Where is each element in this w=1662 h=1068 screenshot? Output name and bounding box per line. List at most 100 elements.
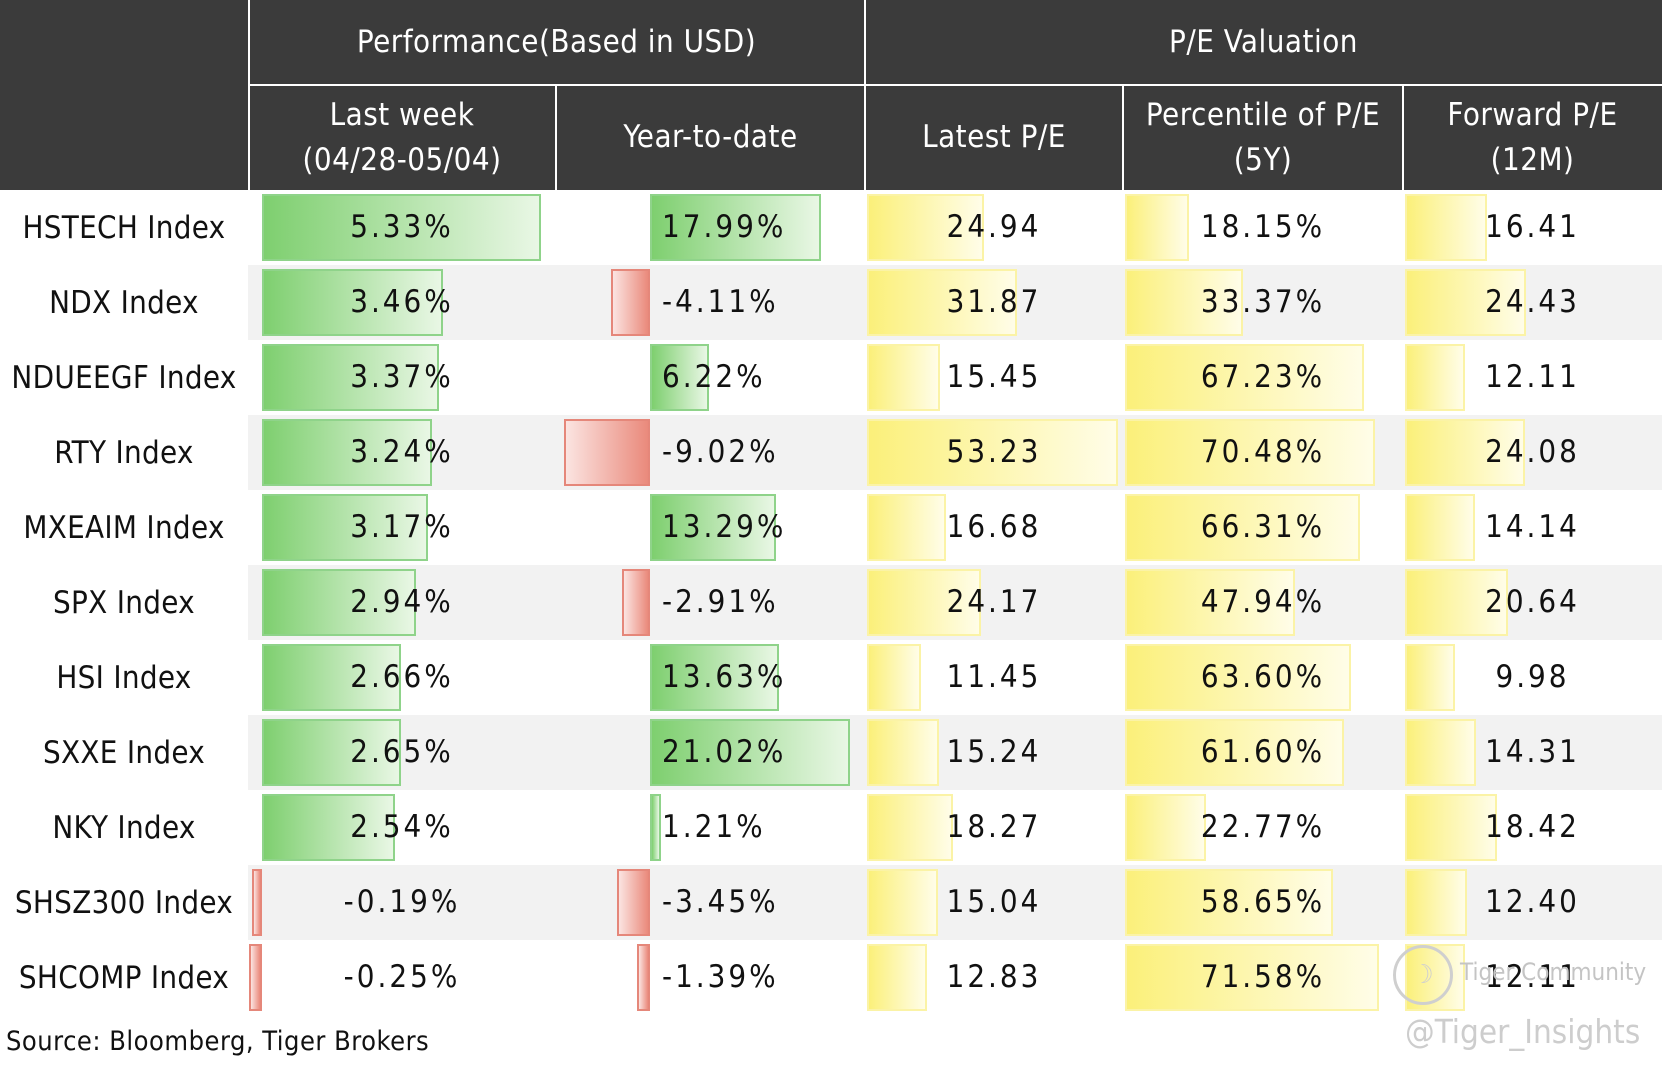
- row-index-name: SPX Index: [0, 565, 248, 640]
- ytd-value: -4.11%: [662, 284, 779, 320]
- row-index-name: NDX Index: [0, 265, 248, 340]
- row-index-name: MXEAIM Index: [23, 509, 225, 546]
- forward-pe-value: 9.98: [1495, 659, 1570, 695]
- last-week-bar: [262, 344, 439, 411]
- forward-pe-bar: [1405, 269, 1527, 336]
- last-week-value: 2.66%: [350, 659, 454, 695]
- latest-pe-bar: [867, 419, 1118, 486]
- latest-pe-bar: [867, 269, 1018, 336]
- watermark-community: Tiger Community: [1460, 958, 1647, 986]
- header-corner: [0, 0, 248, 190]
- ytd-value: 6.22%: [662, 359, 766, 395]
- latest-pe-bar: [867, 794, 954, 861]
- percentile-bar: [1125, 794, 1206, 861]
- table-row: NKY Index 2.54% 1.21% 18.27 22.77% 18.42: [0, 790, 1662, 865]
- ytd-value: 17.99%: [662, 209, 787, 245]
- last-week-bar: [262, 569, 417, 636]
- table-row: SHCOMP Index -0.25% -1.39% 12.83 71.58% 12.11: [0, 940, 1662, 1015]
- header-divider: [248, 0, 250, 190]
- row-index-name: NKY Index: [52, 809, 196, 846]
- percentile-value: 61.60%: [1200, 734, 1326, 770]
- header-divider: [864, 0, 866, 190]
- forward-pe-bar: [1405, 344, 1466, 411]
- percentile-bar: [1125, 869, 1334, 936]
- percentile-bar: [1125, 269, 1244, 336]
- ytd-bar: [636, 944, 650, 1011]
- header-forward-pe-period: (12M): [1490, 141, 1575, 178]
- ytd-value: -2.91%: [662, 584, 779, 620]
- latest-pe-value: 31.87: [946, 284, 1042, 320]
- table-row: SXXE Index 2.65% 21.02% 15.24 61.60% 14.31: [0, 715, 1662, 790]
- header-percentile: Percentile of P/E (5Y): [1123, 85, 1403, 190]
- row-index-name: HSI Index: [56, 659, 192, 696]
- ytd-bar: [564, 419, 650, 486]
- forward-pe-value: 24.43: [1485, 284, 1580, 320]
- forward-pe-value: 20.64: [1485, 584, 1580, 620]
- percentile-value: 33.37%: [1200, 284, 1326, 320]
- ytd-bar: [650, 494, 777, 561]
- latest-pe-bar: [867, 719, 939, 786]
- forward-pe-value: 14.31: [1485, 734, 1580, 770]
- percentile-value: 66.31%: [1200, 509, 1326, 545]
- last-week-bar: [248, 944, 262, 1011]
- last-week-value: 3.37%: [350, 359, 454, 395]
- last-week-value: 2.54%: [350, 809, 454, 845]
- table-row: HSI Index 2.66% 13.63% 11.45 63.60% 9.98: [0, 640, 1662, 715]
- row-index-name: NDUEEGF Index: [11, 359, 237, 396]
- header-forward-pe-label: Forward P/E: [1447, 96, 1618, 133]
- row-index-name: SXXE Index: [0, 715, 248, 790]
- latest-pe-bar: [867, 569, 981, 636]
- row-index-name: RTY Index: [0, 415, 248, 490]
- header-group-performance: Performance(Based in USD): [248, 0, 865, 85]
- ytd-value: 1.21%: [662, 809, 766, 845]
- ytd-bar: [650, 344, 710, 411]
- percentile-bar: [1125, 419, 1376, 486]
- latest-pe-value: 15.45: [946, 359, 1042, 395]
- header-divider: [555, 85, 557, 190]
- ytd-bar: [617, 869, 650, 936]
- latest-pe-value: 24.94: [946, 209, 1042, 245]
- percentile-bar: [1125, 719, 1344, 786]
- table-row: NDUEEGF Index 3.37% 6.22% 15.45 67.23% 12.11: [0, 340, 1662, 415]
- percentile-value: 58.65%: [1200, 884, 1326, 920]
- header-percentile-period: (5Y): [1233, 141, 1293, 178]
- header-latest-pe-label: Latest P/E: [922, 119, 1066, 156]
- ytd-bar: [650, 644, 780, 711]
- latest-pe-value: 16.68: [946, 509, 1042, 545]
- last-week-bar: [262, 419, 432, 486]
- ytd-value: 13.63%: [662, 659, 787, 695]
- watermark-handle: @Tiger_Insights: [1405, 1012, 1641, 1051]
- last-week-value: 3.17%: [350, 509, 454, 545]
- last-week-bar: [262, 794, 396, 861]
- ytd-value: -3.45%: [662, 884, 779, 920]
- header-group-pe: P/E Valuation: [865, 0, 1662, 85]
- ytd-value: 13.29%: [662, 509, 787, 545]
- header-last-week-range: (04/28-05/04): [302, 141, 502, 178]
- latest-pe-bar: [867, 644, 921, 711]
- header-divider: [1122, 85, 1124, 190]
- header-divider: [1402, 85, 1404, 190]
- last-week-value: 3.46%: [350, 284, 454, 320]
- forward-pe-value: 16.41: [1485, 209, 1580, 245]
- forward-pe-value: 12.40: [1485, 884, 1580, 920]
- ytd-bar: [622, 569, 650, 636]
- table-row: MXEAIM Index 3.17% 13.29% 16.68 66.31% 14.14: [0, 490, 1662, 565]
- forward-pe-bar: [1405, 569, 1508, 636]
- forward-pe-value: 14.14: [1485, 509, 1580, 545]
- percentile-value: 67.23%: [1200, 359, 1326, 395]
- ytd-bar: [650, 194, 821, 261]
- header-divider: [248, 84, 1662, 86]
- percentile-value: 22.77%: [1200, 809, 1326, 845]
- header-forward-pe: Forward P/E (12M): [1403, 85, 1662, 190]
- latest-pe-bar: [867, 869, 938, 936]
- ytd-value: -1.39%: [662, 959, 779, 995]
- row-index-name: SHSZ300 Index: [0, 865, 248, 940]
- percentile-value: 63.60%: [1200, 659, 1326, 695]
- latest-pe-value: 18.27: [946, 809, 1042, 845]
- latest-pe-value: 15.24: [946, 734, 1042, 770]
- forward-pe-value: 18.42: [1485, 809, 1580, 845]
- latest-pe-bar: [867, 194, 985, 261]
- header-ytd-label: Year-to-date: [623, 119, 798, 156]
- last-week-value: 2.94%: [350, 584, 454, 620]
- table-row: SHSZ300 Index -0.19% -3.45% 15.04 58.65% 12.4…: [0, 865, 1662, 940]
